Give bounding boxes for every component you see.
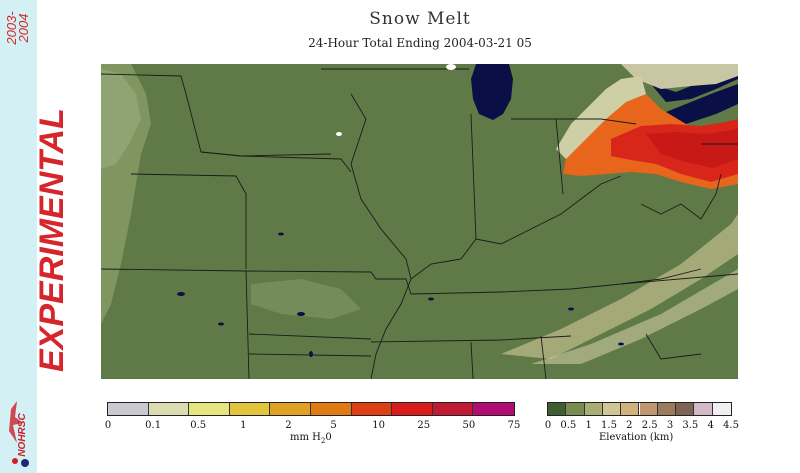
elevation-tick-label: 4.5	[723, 420, 739, 431]
small-water-bodies	[177, 232, 624, 357]
border-wv	[640, 173, 722, 220]
melt-red-core	[646, 128, 738, 168]
melt-tick-label: 50	[462, 420, 476, 431]
elevation-swatch	[639, 403, 658, 415]
border-ia-mo	[200, 151, 352, 173]
map-title: Snow Melt	[369, 9, 471, 29]
border-ky-tn	[410, 268, 702, 295]
white-snow-specks	[336, 64, 456, 136]
melt-colorbar	[107, 402, 515, 416]
elevation-tick-label: 1.5	[601, 420, 617, 431]
melt-tick-label: 0.1	[145, 420, 162, 431]
elevation-tick-label: 0	[544, 420, 552, 431]
experimental-banner: 2003- 2004 EXPERIMENTAL NOHRSC	[0, 0, 71, 473]
elevation-swatch	[548, 403, 567, 415]
elevation-tick-label: 4	[707, 420, 714, 431]
svg-text:NOHRSC: NOHRSC	[17, 413, 28, 457]
ontario-land	[621, 64, 738, 89]
elevation-swatch	[621, 403, 640, 415]
elevation-colorbar	[547, 402, 732, 416]
melt-swatch	[148, 403, 190, 415]
melt-swatch	[108, 403, 149, 415]
melt-tick-label: 5	[330, 420, 337, 431]
nohrsc-logo: NOHRSC	[9, 401, 29, 467]
high-plains-light	[101, 69, 141, 169]
border-ks-mo	[130, 173, 247, 269]
elevation-swatch	[584, 403, 603, 415]
border-mi-oh	[511, 118, 637, 125]
elevation-swatch	[676, 403, 695, 415]
state-borders	[101, 68, 738, 379]
melt-swatch	[351, 403, 393, 415]
melt-swatch	[392, 403, 433, 415]
melt-swatch	[311, 403, 352, 415]
elevation-swatch	[712, 403, 731, 415]
melt-swatch	[229, 403, 271, 415]
melt-tick-label: 2	[285, 420, 292, 431]
melt-tick-label: 0.5	[190, 420, 207, 431]
border-va-nc	[620, 273, 738, 285]
melt-unit-text: mm H	[290, 432, 321, 443]
melt-light-fringe	[556, 76, 646, 164]
border-ms-al	[470, 341, 474, 379]
melt-swatch	[270, 403, 311, 415]
border-mo-ar	[245, 270, 412, 295]
border-ks-ok	[101, 268, 247, 272]
border-tn-ms	[370, 335, 572, 343]
melt-unit-end: 0	[325, 432, 332, 443]
border-al-ga	[540, 335, 547, 379]
border-ohio-river	[410, 175, 622, 280]
melt-unit-label: mm H20	[290, 432, 332, 445]
elevation-tick-label: 2	[626, 420, 633, 431]
melt-tick-label: 1	[240, 420, 247, 431]
border-ne-ia	[101, 73, 332, 157]
elevation-tick-label: 3.5	[682, 420, 699, 431]
melt-unit-subscript: 2	[320, 437, 326, 445]
melt-swatch	[189, 403, 230, 415]
ozark-highlands	[251, 279, 361, 319]
melt-tick-label: 75	[507, 420, 521, 431]
border-ar-ms	[248, 333, 372, 340]
elevation-swatch	[602, 403, 622, 415]
elevation-tick-label: 2.5	[641, 420, 658, 431]
snow-melt-map	[101, 64, 738, 379]
border-mississippi	[350, 93, 412, 379]
melt-swatch	[432, 403, 474, 415]
border-ok-ar	[245, 270, 250, 379]
elevation-swatch	[657, 403, 677, 415]
border-in-oh	[555, 118, 564, 195]
melt-tick-label: 10	[372, 420, 386, 431]
elevation-tick-label: 1	[585, 420, 592, 431]
elevation-swatch	[566, 403, 585, 415]
elevation-tick-label: 3	[666, 420, 674, 431]
appalachian-ridges	[501, 214, 738, 359]
melt-swatch	[473, 403, 514, 415]
experimental-label: EXPERIMENTAL	[33, 108, 71, 372]
elevation-tick-label: 0.5	[560, 420, 577, 431]
melt-tick-label: 25	[417, 420, 431, 431]
lake-michigan	[471, 64, 513, 120]
elevation-swatch	[694, 403, 713, 415]
melt-tick-label: 0	[104, 420, 112, 431]
border-nc-sc	[645, 333, 702, 360]
map-subtitle: 24-Hour Total Ending 2004-03-21 05	[308, 36, 532, 50]
elevation-unit-label: Elevation (km)	[599, 432, 674, 443]
